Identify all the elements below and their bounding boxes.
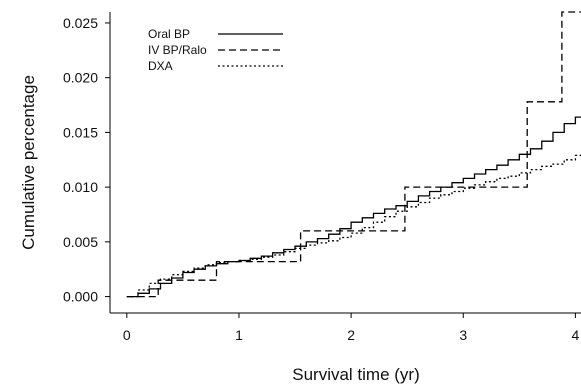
legend-label: Oral BP [148, 27, 190, 41]
y-tick-label: 0.005 [63, 234, 98, 250]
y-tick-label: 0.010 [63, 179, 98, 195]
x-tick-label: 2 [347, 327, 355, 343]
y-tick-label: 0.015 [63, 124, 98, 140]
x-tick-label: 0 [123, 327, 131, 343]
series-line-3 [126, 154, 581, 298]
x-tick-label: 4 [571, 327, 579, 343]
y-tick-label: 0.020 [63, 70, 98, 86]
legend: Oral BP IV BP/Ralo DXA [148, 27, 283, 73]
series-line-1 [126, 116, 581, 298]
legend-label: DXA [148, 59, 173, 73]
x-tick-label: 1 [235, 327, 243, 343]
series-line-2 [126, 11, 581, 298]
y-axis-label: Cumulative percentage [19, 75, 38, 250]
plot-lines [126, 11, 581, 298]
y-tick-label: 0.025 [63, 15, 98, 31]
legend-label: IV BP/Ralo [148, 43, 207, 57]
x-axis-label: Survival time (yr) [292, 365, 420, 384]
axes: 0.000 0.005 0.010 0.015 0.020 0.025 0 1 2 3 4 [63, 12, 581, 343]
x-tick-label: 3 [459, 327, 467, 343]
y-tick-label: 0.000 [63, 289, 98, 305]
